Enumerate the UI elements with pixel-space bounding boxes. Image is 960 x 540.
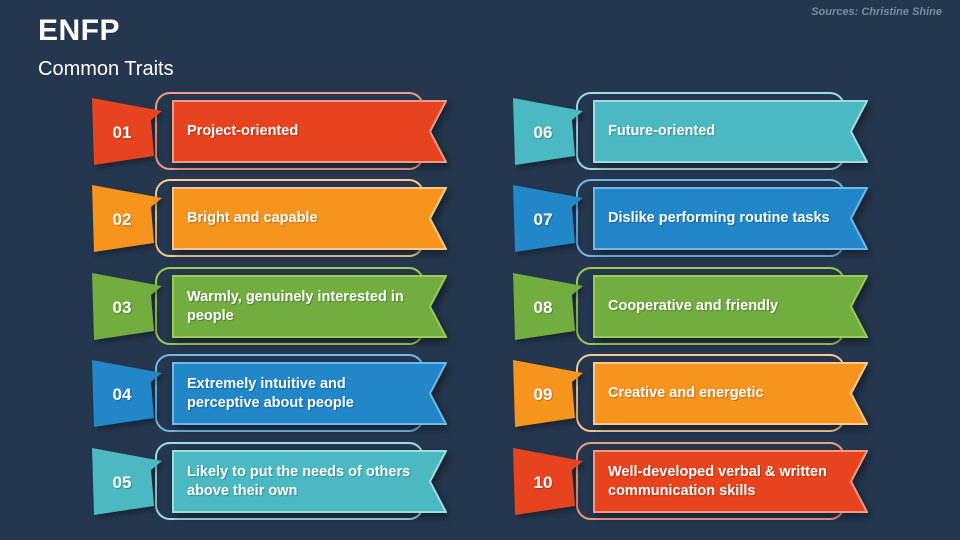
trait-row: 09 Creative and energetic [512,354,960,434]
trait-label: Project-oriented [187,123,299,140]
trait-number: 04 [112,384,132,404]
trait-number: 05 [112,472,132,492]
trait-banner: Warmly, genuinely interested in people [172,275,447,338]
trait-number-shape: 01 [91,96,163,166]
trait-banner: Dislike performing routine tasks [593,187,868,250]
trait-label: Extremely intuitive and perceptive about… [187,375,354,411]
trait-banner: Extremely intuitive and perceptive about… [172,362,447,425]
trait-banner: Likely to put the needs of others above … [172,450,447,513]
trait-label: Well-developed verbal & written communic… [608,463,827,499]
trait-row: 08 Cooperative and friendly [512,267,960,347]
trait-row: 07 Dislike performing routine tasks [512,179,960,259]
source-credit: Sources: Christine Shine [811,6,942,18]
trait-number: 09 [533,384,553,404]
trait-row: 02 Bright and capable [91,179,541,259]
trait-row: 10 Well-developed verbal & written commu… [512,442,960,522]
trait-number: 02 [112,209,132,229]
page-subtitle: Common Traits [38,58,174,80]
trait-label: Future-oriented [608,123,716,140]
trait-number-shape: 07 [512,183,584,253]
trait-label: Creative and energetic [608,385,764,402]
trait-number-shape: 08 [512,271,584,341]
trait-number-shape: 03 [91,271,163,341]
trait-number-shape: 06 [512,96,584,166]
trait-banner: Bright and capable [172,187,447,250]
trait-number: 07 [533,209,553,229]
trait-banner: Cooperative and friendly [593,275,868,338]
trait-row: 06 Future-oriented [512,92,960,172]
trait-number-shape: 04 [91,358,163,428]
trait-number: 08 [533,297,553,317]
trait-number: 06 [533,122,553,142]
page-title: ENFP [38,14,121,47]
trait-number-shape: 05 [91,446,163,516]
trait-number: 03 [112,297,132,317]
trait-banner: Project-oriented [172,100,447,163]
trait-banner: Creative and energetic [593,362,868,425]
trait-row: 05 Likely to put the needs of others abo… [91,442,541,522]
trait-row: 04 Extremely intuitive and perceptive ab… [91,354,541,434]
trait-label: Dislike performing routine tasks [608,210,830,227]
trait-number-shape: 10 [512,446,584,516]
trait-label: Likely to put the needs of others above … [187,463,411,499]
trait-number-shape: 02 [91,183,163,253]
trait-label: Bright and capable [187,210,318,227]
trait-label: Warmly, genuinely interested in people [187,288,404,324]
trait-row: 03 Warmly, genuinely interested in peopl… [91,267,541,347]
trait-number: 01 [112,122,132,142]
trait-number: 10 [533,472,553,492]
trait-banner: Future-oriented [593,100,868,163]
trait-banner: Well-developed verbal & written communic… [593,450,868,513]
trait-label: Cooperative and friendly [608,298,779,315]
trait-row: 01 Project-oriented [91,92,541,172]
trait-number-shape: 09 [512,358,584,428]
